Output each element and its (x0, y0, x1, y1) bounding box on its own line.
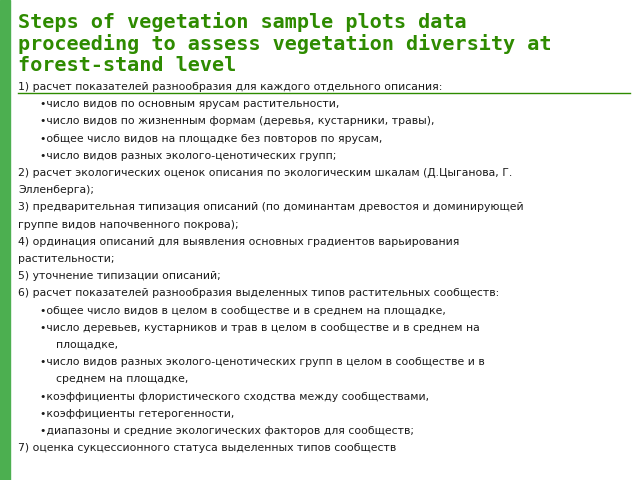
Text: •общее число видов на площадке без повторов по ярусам,: •общее число видов на площадке без повто… (40, 133, 382, 144)
Text: •число видов по основным ярусам растительности,: •число видов по основным ярусам растител… (40, 99, 339, 109)
Text: •число видов по жизненным формам (деревья, кустарники, травы),: •число видов по жизненным формам (деревь… (40, 116, 435, 126)
Text: 6) расчет показателей разнообразия выделенных типов растительных сообществ:: 6) расчет показателей разнообразия выдел… (18, 288, 499, 299)
Text: •общее число видов в целом в сообществе и в среднем на площадке,: •общее число видов в целом в сообществе … (40, 306, 446, 316)
Text: •коэффициенты флористического сходства между сообществами,: •коэффициенты флористического сходства м… (40, 392, 429, 402)
Text: 1) расчет показателей разнообразия для каждого отдельного описания:: 1) расчет показателей разнообразия для к… (18, 82, 442, 92)
Text: Элленберга);: Элленберга); (18, 185, 94, 195)
Text: 3) предварительная типизация описаний (по доминантам древостоя и доминирующей: 3) предварительная типизация описаний (п… (18, 203, 524, 212)
Text: группе видов напочвенного покрова);: группе видов напочвенного покрова); (18, 220, 239, 229)
Text: 4) ординация описаний для выявления основных градиентов варьирования: 4) ординация описаний для выявления осно… (18, 237, 460, 247)
Text: площадке,: площадке, (56, 340, 118, 350)
Text: 2) расчет экологических оценок описания по экологическим шкалам (Д.Цыганова, Г.: 2) расчет экологических оценок описания … (18, 168, 512, 178)
Text: •коэффициенты гетерогенности,: •коэффициенты гетерогенности, (40, 409, 234, 419)
Text: forest-stand level: forest-stand level (18, 56, 236, 75)
Text: •число деревьев, кустарников и трав в целом в сообществе и в среднем на: •число деревьев, кустарников и трав в це… (40, 323, 480, 333)
Bar (0, 0, 10, 480)
Text: Steps of vegetation sample plots data: Steps of vegetation sample plots data (18, 12, 467, 32)
Text: растительности;: растительности; (18, 254, 115, 264)
Text: 7) оценка сукцессионного статуса выделенных типов сообществ: 7) оценка сукцессионного статуса выделен… (18, 443, 396, 453)
Text: среднем на площадке,: среднем на площадке, (56, 374, 188, 384)
Text: •число видов разных эколого-ценотических групп в целом в сообществе и в: •число видов разных эколого-ценотических… (40, 357, 484, 367)
Text: •число видов разных эколого-ценотических групп;: •число видов разных эколого-ценотических… (40, 151, 337, 161)
Text: proceeding to assess vegetation diversity at: proceeding to assess vegetation diversit… (18, 34, 552, 54)
Text: •диапазоны и средние экологических факторов для сообществ;: •диапазоны и средние экологических факто… (40, 426, 414, 436)
Text: 5) уточнение типизации описаний;: 5) уточнение типизации описаний; (18, 271, 221, 281)
